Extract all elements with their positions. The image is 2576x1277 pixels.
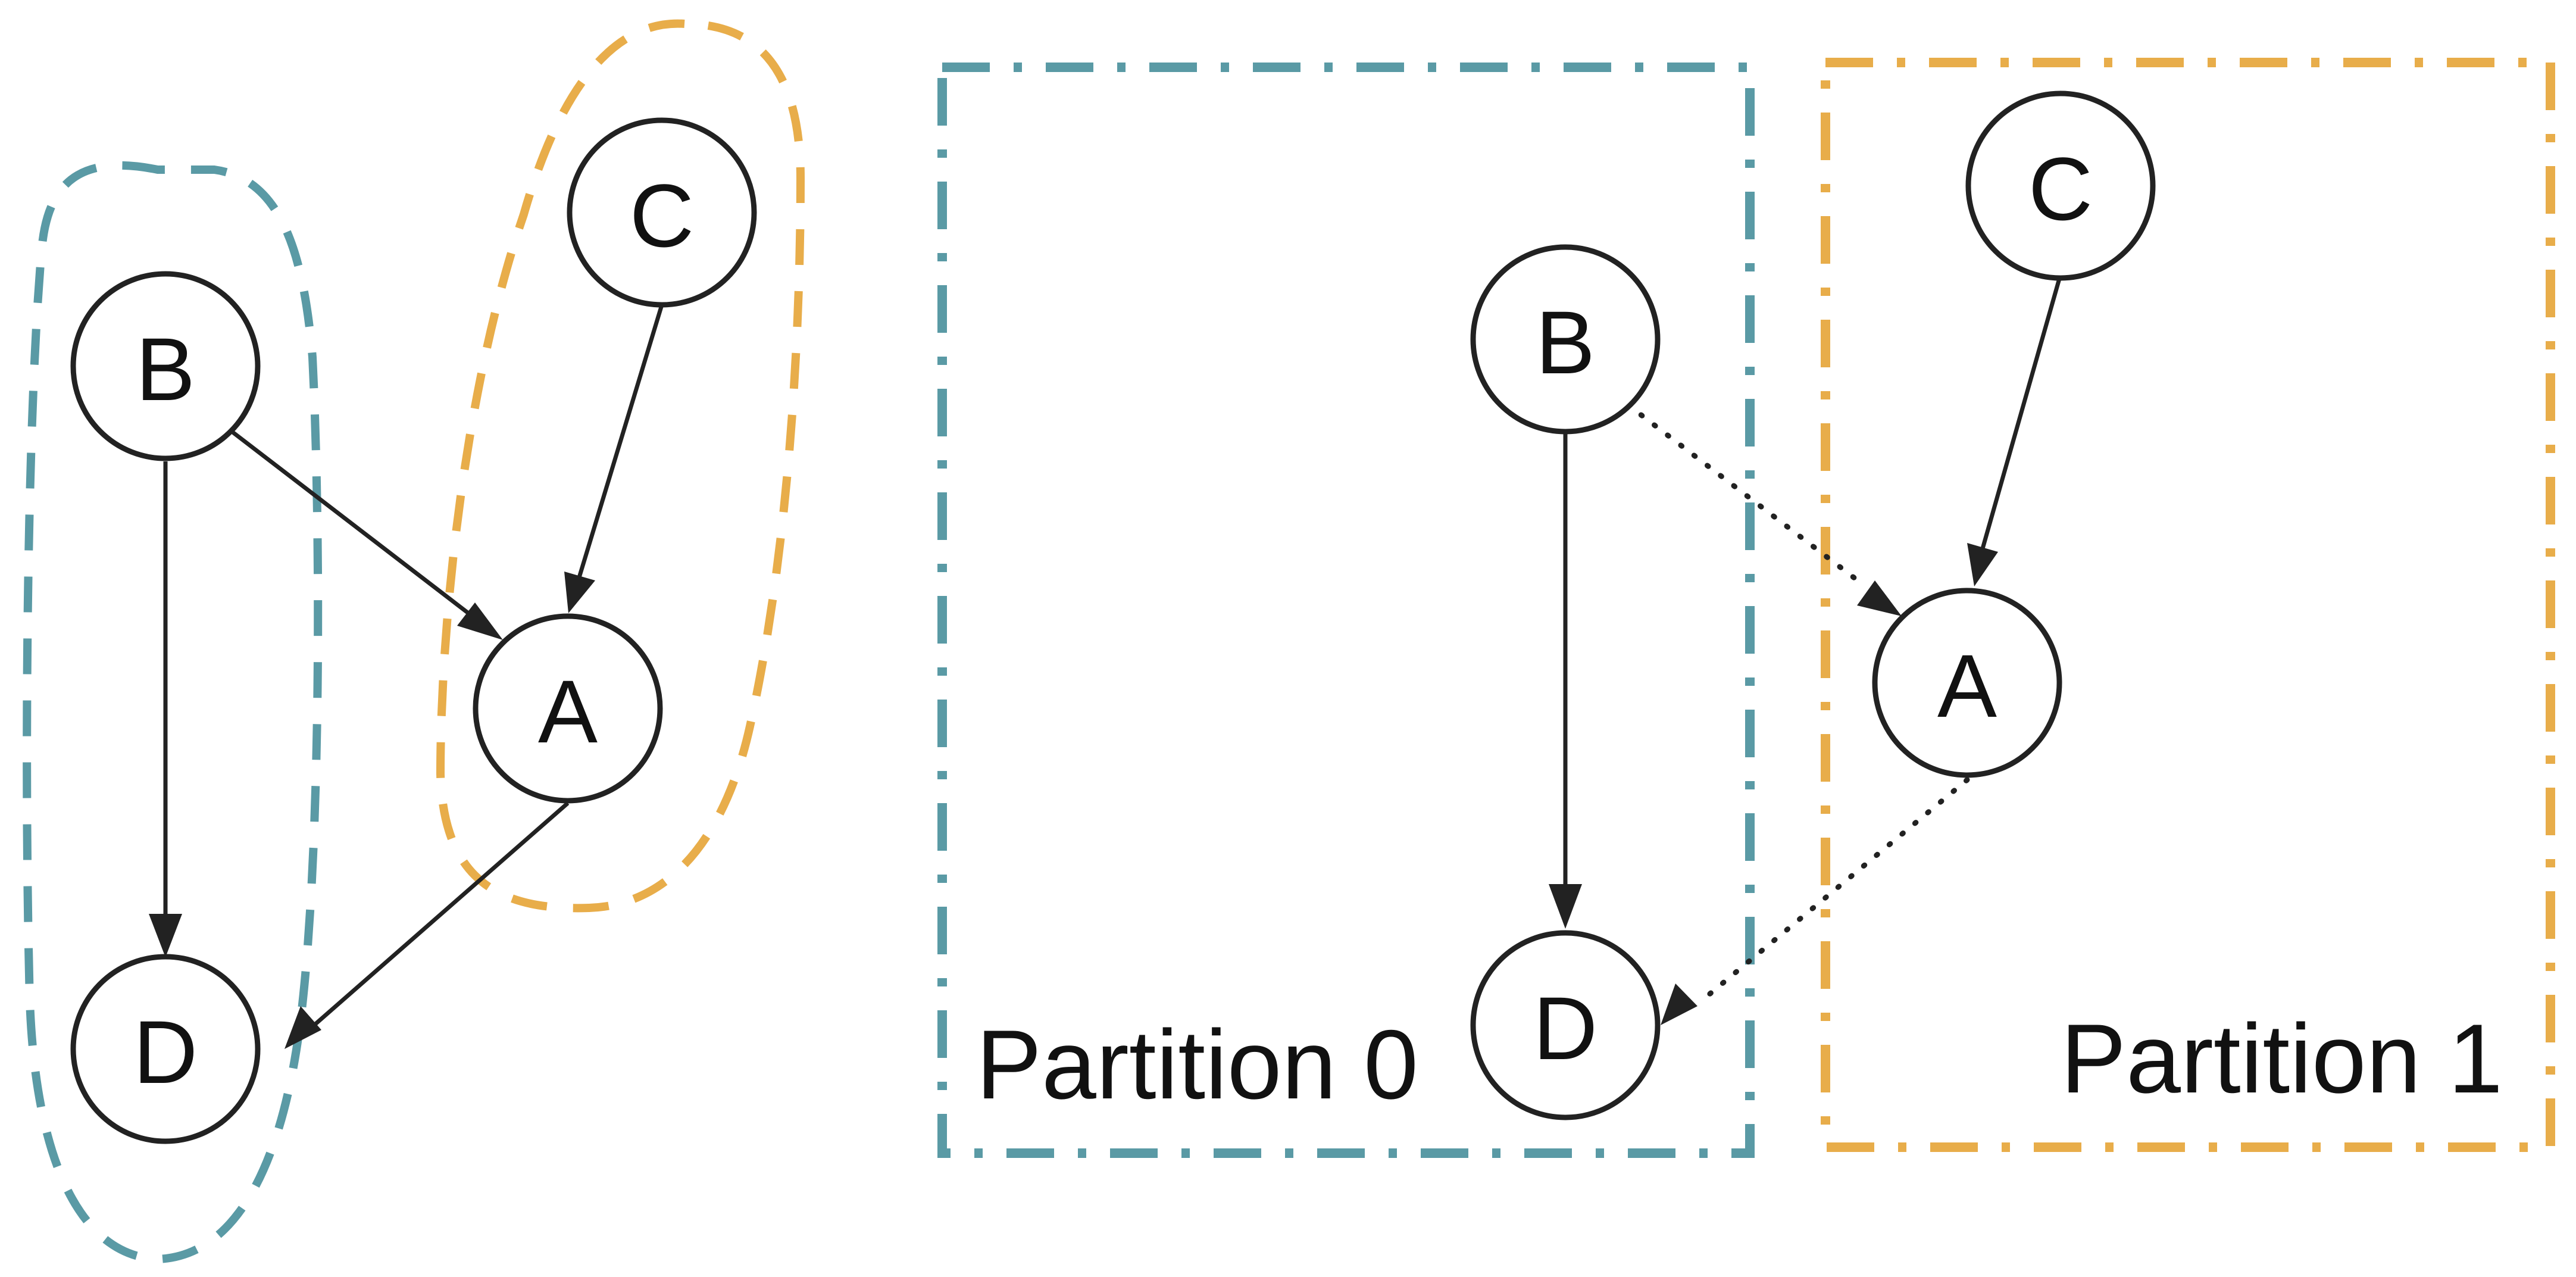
node-b-right-label: B [1536,292,1595,392]
arrowhead-a-d [285,1006,321,1049]
edge-a-d-right-dotted [1699,777,1970,1003]
node-a-right-label: A [1937,636,1997,736]
node-b-right: B [1470,244,1661,435]
group-outline-partition-1 [436,19,805,913]
node-c: C [567,117,757,308]
arrowhead-b-d-right [1549,884,1582,929]
arrowhead-b-a-right-dotted [1857,580,1902,616]
left-graph: B C A D [23,19,805,1264]
partition-1-label: Partition 1 [2061,1004,2503,1113]
node-c-right-label: C [2028,139,2093,239]
partition-0-label: Partition 0 [976,1010,1418,1119]
right-graph: Partition 0 Partition 1 B C A D [937,58,2555,1158]
partition-1-box [1821,58,2555,1152]
node-d-right-label: D [1533,978,1598,1078]
arrowhead-b-d [149,914,182,957]
node-c-right: C [1965,90,2156,281]
edge-b-a [231,430,478,621]
edge-c-a-right [1980,278,2062,551]
edge-b-a-right-dotted [1625,402,1863,585]
node-b: B [70,271,261,461]
arrowhead-c-a [564,572,595,613]
edge-c-a [575,304,664,585]
node-d: D [70,954,261,1144]
partition-0-box [937,63,1755,1158]
node-b-label: B [136,319,195,419]
arrowhead-a-d-right-dotted [1661,983,1697,1025]
node-c-label: C [630,166,694,266]
node-d-right: D [1470,930,1661,1120]
node-d-label: D [133,1002,198,1102]
node-a-right: A [1872,588,2062,778]
arrowhead-b-a [457,602,503,640]
arrowhead-c-a-right [1967,543,1998,586]
edge-a-d [314,801,570,1026]
node-a-label: A [538,661,598,761]
node-a: A [473,613,663,804]
